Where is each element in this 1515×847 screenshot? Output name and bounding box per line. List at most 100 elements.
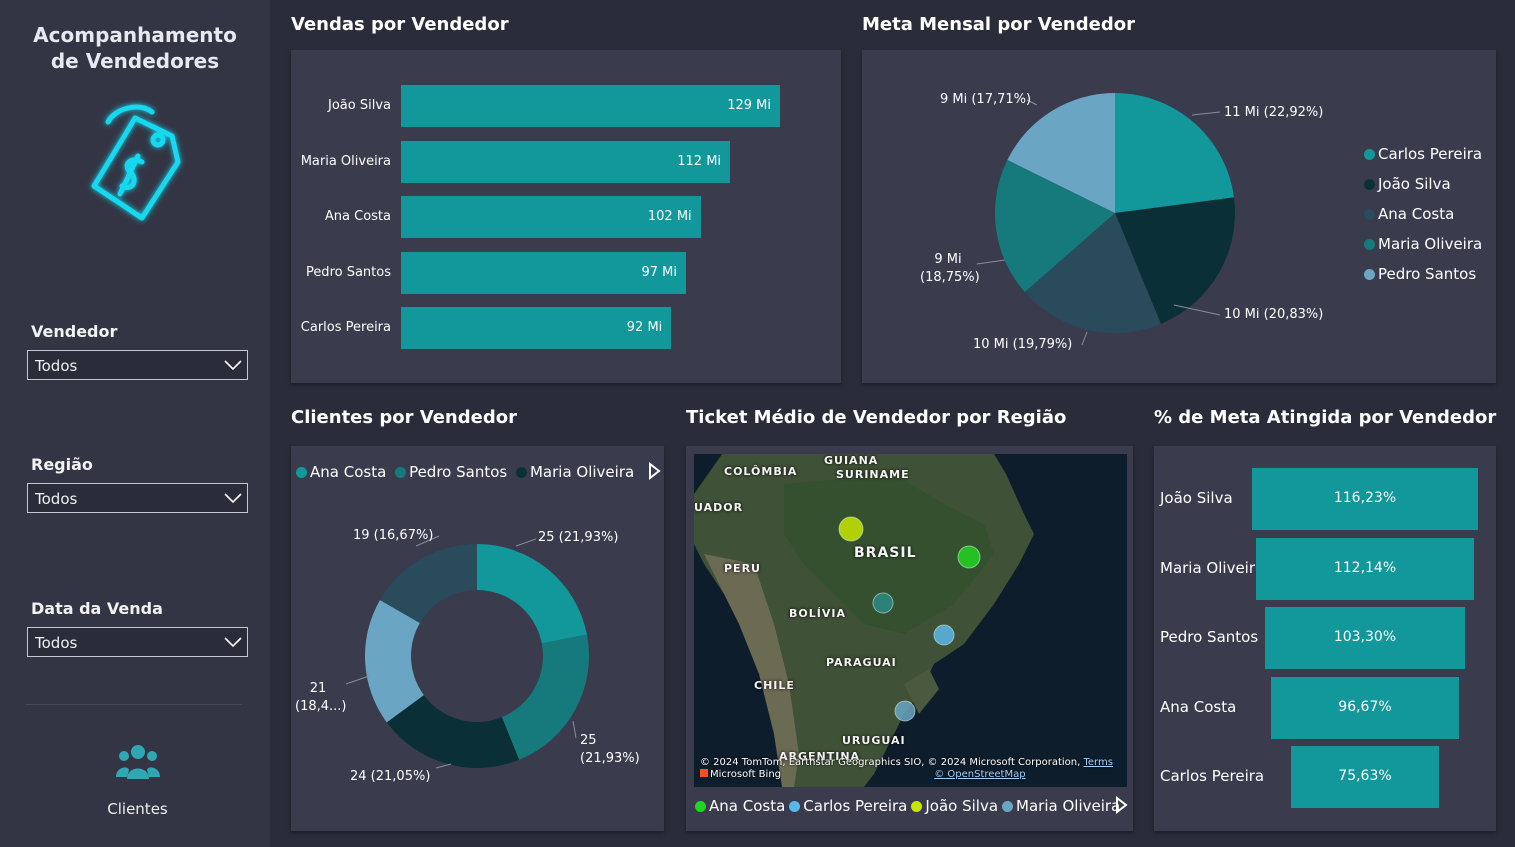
legend-item-ana-costa[interactable]: Ana Costa (296, 463, 386, 481)
sales-bar-pedro-santos[interactable]: 97 Mi (401, 251, 686, 294)
legend-dot (395, 467, 407, 478)
microsoft-logo-icon (700, 769, 708, 777)
map-credit: © 2024 TomTom, Earthstar Geographics SIO… (700, 757, 1113, 781)
clients-slice-label-4-value: 21 (309, 681, 327, 696)
sales-bar-value: 97 Mi (641, 264, 677, 280)
clients-donut-slice-3[interactable] (386, 695, 520, 768)
sales-bar-label-ana-costa: Ana Costa (324, 209, 391, 224)
clients-chart-legend: Ana Costa Pedro Santos Maria Oliveira (296, 463, 634, 481)
legend-dot (1364, 209, 1375, 220)
map-legend-item-ana-costa[interactable]: Ana Costa (695, 797, 785, 815)
map-bubble-1[interactable] (838, 516, 864, 542)
legend-item-pedro-santos[interactable]: Pedro Santos (391, 463, 507, 481)
map-legend-item-joao-silva[interactable]: João Silva (907, 797, 998, 815)
map-copyright-text: © 2024 TomTom, Earthstar Geographics SIO… (700, 757, 1081, 768)
goal-pie-chart (976, 93, 1235, 346)
legend-next-arrow-icon[interactable] (647, 462, 661, 480)
legend-label: Ana Costa (709, 797, 786, 815)
legend-next-arrow-icon[interactable] (1114, 796, 1128, 814)
clients-chart-title: Clientes por Vendedor (291, 407, 517, 428)
data-venda-dropdown-value: Todos (35, 634, 78, 652)
goal-legend-item-carlos-pereira[interactable]: Carlos Pereira (1364, 145, 1482, 163)
clients-donut-slice-5[interactable] (379, 544, 477, 624)
legend-dot (1364, 269, 1375, 280)
clients-nav-label: Clientes (107, 800, 168, 818)
legend-label: Maria Oliveira (529, 463, 635, 481)
vendedor-dropdown[interactable]: Todos (27, 350, 248, 380)
sales-bar-maria-oliveira[interactable]: 112 Mi (401, 140, 731, 183)
sidebar: Acompanhamento de Vendedores Vendedor To… (0, 0, 270, 847)
map-osm-link[interactable]: © OpenStreetMap (934, 769, 1026, 780)
data-venda-dropdown[interactable]: Todos (27, 627, 248, 657)
goal-legend-item-pedro-santos[interactable]: Pedro Santos (1364, 265, 1476, 283)
goal-slice-label-ana: 10 Mi (19,79%) (973, 337, 1073, 352)
legend-label: Carlos Pereira (1378, 145, 1483, 163)
pct-bar-carlos-pereira[interactable]: 75,63% (1291, 746, 1439, 808)
clients-slice-label-2: 25 (21,93%) (580, 732, 640, 768)
sales-bar-ana-costa[interactable]: 102 Mi (401, 196, 701, 238)
legend-label: João Silva (925, 797, 999, 815)
map-bubble-3[interactable] (872, 592, 894, 614)
legend-dot (1364, 149, 1375, 160)
satellite-map[interactable]: GUIANA SURINAME COLÔMBIA UADOR BRASIL PERU BOL… (694, 454, 1127, 787)
filter-label-data-venda: Data da Venda (31, 599, 163, 618)
sales-chart-title: Vendas por Vendedor (291, 14, 509, 35)
clients-slice-label-2-value: 25 (580, 733, 597, 748)
legend-dot (1364, 179, 1375, 190)
goal-pie-slice-4[interactable] (995, 159, 1115, 293)
pct-bar-pedro-santos[interactable]: 103,30% (1264, 607, 1466, 669)
clients-donut-slice-1[interactable] (477, 544, 587, 644)
map-place-guiana: GUIANA (824, 454, 879, 467)
sales-bar-carlos-pereira[interactable]: 92 Mi (401, 307, 672, 349)
map-bubbles (838, 516, 981, 722)
map-terms-link[interactable]: Terms (1083, 757, 1113, 768)
clients-donut-slice-2[interactable] (501, 634, 589, 760)
map-legend-item-carlos-pereira[interactable]: Carlos Pereira (785, 797, 907, 815)
clients-leader-line-4 (345, 675, 370, 685)
clients-nav-button[interactable]: Clientes (95, 740, 180, 820)
legend-dot (1002, 801, 1014, 812)
map-bubble-2[interactable] (957, 545, 981, 569)
legend-dot (695, 801, 706, 812)
goal-chart-title: Meta Mensal por Vendedor (862, 14, 1135, 35)
goal-legend-item-ana-costa[interactable]: Ana Costa (1364, 205, 1454, 223)
clients-donut-chart (345, 535, 589, 769)
goal-legend-item-maria-oliveira[interactable]: Maria Oliveira (1364, 235, 1482, 253)
goal-legend-item-joao-silva[interactable]: João Silva (1364, 175, 1451, 193)
sales-bar-value: 102 Mi (647, 209, 692, 224)
clients-slice-label-4: 21 (18,4...) (295, 680, 347, 716)
pct-bar-value: 116,23% (1333, 490, 1397, 506)
map-place-brasil: BRASIL (854, 545, 917, 561)
legend-dot (911, 801, 923, 812)
ticket-map-legend: Ana Costa Carlos Pereira João Silva Maria O… (695, 797, 1120, 815)
map-place-peru: PERU (724, 562, 761, 575)
goal-pie-slice-2[interactable] (1115, 197, 1235, 324)
regiao-dropdown[interactable]: Todos (27, 483, 248, 513)
pct-bar-joao-silva[interactable]: 116,23% (1252, 468, 1478, 530)
map-place-uador: UADOR (694, 501, 744, 514)
goal-slice-label-joao: 10 Mi (20,83%) (1224, 307, 1324, 322)
chevron-down-icon (224, 360, 242, 371)
sales-bar-label-carlos-pereira: Carlos Pereira (300, 320, 391, 335)
goal-pie-slice-1[interactable] (1115, 93, 1234, 213)
app-title: Acompanhamento de Vendedores (0, 22, 270, 74)
legend-label: Carlos Pereira (803, 797, 908, 815)
filter-label-regiao: Região (31, 455, 93, 474)
legend-dot (1364, 239, 1375, 250)
map-bubble-5[interactable] (894, 700, 916, 722)
sales-bar-value: 92 Mi (626, 320, 663, 335)
map-bubble-4[interactable] (933, 624, 955, 646)
price-tag-icon (91, 104, 181, 221)
goal-pie-slice-5[interactable] (1007, 93, 1115, 213)
clients-donut-slice-4[interactable] (365, 600, 424, 723)
map-legend-item-maria-oliveira[interactable]: Maria Oliveira (998, 797, 1120, 815)
goal-slice-label-pedro: 9 Mi (17,71%) (940, 92, 1032, 107)
legend-item-maria-oliveira[interactable]: Maria Oliveira (512, 463, 634, 481)
goal-slice-label-maria-value: 9 Mi (934, 252, 962, 267)
pct-bar-ana-costa[interactable]: 96,67% (1271, 676, 1459, 739)
sales-bar-label-joao-silva: João Silva (328, 98, 391, 113)
pct-bar-maria-oliveira[interactable]: 112,14% (1255, 537, 1475, 600)
sales-bar-joao-silva[interactable]: 129 Mi (401, 85, 780, 127)
pct-bar-label-joao-silva: João Silva (1160, 489, 1233, 507)
goal-pie-slice-3[interactable] (1024, 213, 1161, 334)
